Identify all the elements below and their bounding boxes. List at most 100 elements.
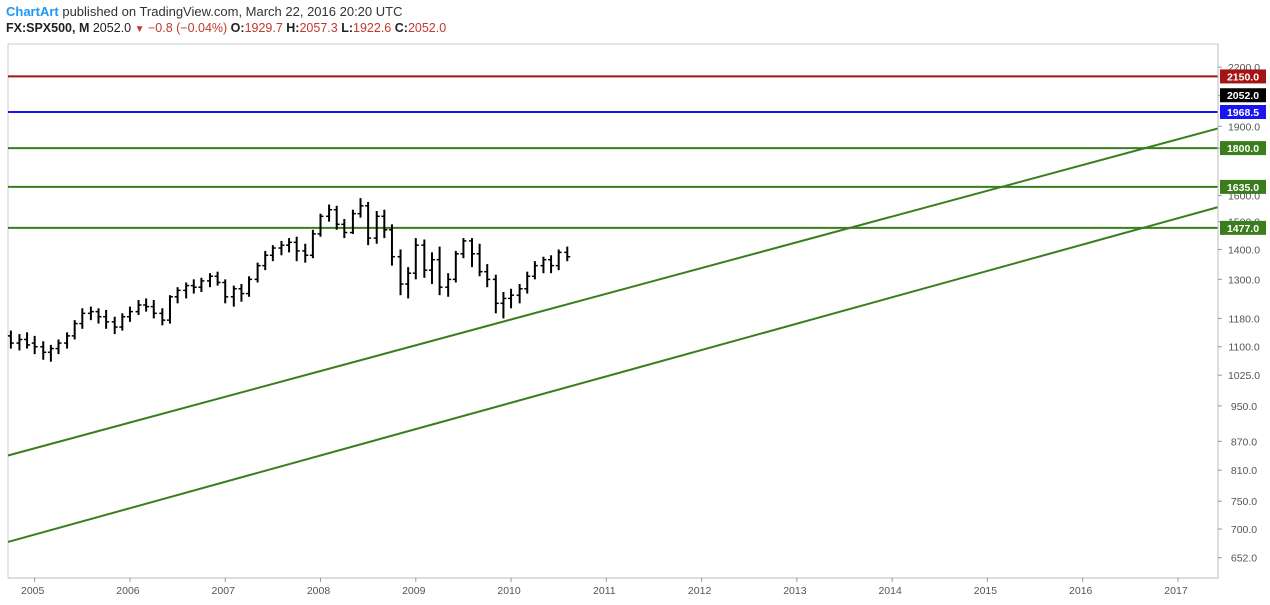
ohlc-bar (214, 271, 221, 286)
ohlc-bar (531, 261, 538, 280)
ohlc-bar (412, 238, 419, 280)
brand-link[interactable]: ChartArt (6, 4, 59, 19)
trendline-1[interactable] (7, 127, 1219, 457)
down-triangle-icon: ▼ (134, 24, 145, 35)
x-tick-label: 2010 (497, 585, 521, 597)
ohlc-bar (508, 288, 515, 309)
ohlc-legend: FX:SPX500, M 2052.0 ▼ −0.8 (−0.04%) O:19… (6, 21, 446, 35)
ohlc-bar (135, 300, 142, 316)
close-label: C: (394, 21, 408, 35)
ohlc-bar (326, 204, 333, 222)
ohlc-bar (293, 236, 300, 262)
ohlc-bar (388, 224, 395, 266)
symbol-label[interactable]: FX:SPX500, M (6, 21, 90, 35)
ohlc-bar (341, 218, 348, 239)
x-tick-label: 2006 (116, 585, 140, 597)
ohlc-bar (365, 201, 372, 246)
ohlc-bar (373, 211, 380, 244)
ohlc-bar (302, 243, 309, 263)
y-tick-label: 870.0 (1231, 436, 1257, 448)
plot-area[interactable] (7, 43, 1219, 579)
y-tick-label: 750.0 (1231, 496, 1257, 508)
ohlc-bar (198, 277, 205, 292)
current-price-tag-text: 2052.0 (1227, 90, 1259, 102)
chart-header: ChartArt published on TradingView.com, M… (0, 0, 1270, 40)
price-tag-1477.0-box (1220, 220, 1266, 235)
ohlc-bar (397, 249, 404, 296)
ohlc-bar (333, 205, 340, 230)
published-text: published on TradingView.com, March 22, … (58, 4, 403, 19)
ohlc-bar (87, 306, 94, 321)
ohlc-bar (174, 287, 181, 304)
ohlc-bar (262, 250, 269, 271)
ohlc-bar (309, 229, 316, 259)
ohlc-bar (468, 238, 475, 268)
price-tag-1968.5-box (1220, 105, 1266, 120)
high-value: 2057.3 (299, 21, 338, 35)
ohlc-bar (381, 209, 388, 239)
ohlc-bar (555, 249, 562, 271)
price-tag-1968.5: 1968.5 (1220, 105, 1266, 120)
price-tag-1800.0-box (1220, 141, 1266, 156)
ohlc-bar (119, 313, 126, 331)
ohlc-bar (246, 276, 253, 297)
ohlc-bar (564, 246, 571, 262)
ohlc-bar (405, 267, 412, 299)
y-tick-label: 1100.0 (1228, 342, 1259, 354)
ohlc-bar (524, 271, 531, 294)
ohlc-bar (421, 239, 428, 278)
ohlc-bar (183, 282, 190, 299)
y-tick-label: 950.0 (1231, 401, 1257, 413)
ohlc-bar (548, 255, 555, 274)
ohlc-bar (484, 264, 491, 288)
last-price: 2052.0 (92, 21, 132, 35)
price-tag-1477.0-text: 1477.0 (1227, 223, 1259, 235)
open-label: O: (230, 21, 245, 35)
y-tick-label: 1900.0 (1228, 121, 1260, 133)
ohlc-bar (55, 339, 62, 355)
y-tick-label: 810.0 (1231, 465, 1257, 477)
close-value: 2052.0 (407, 21, 447, 35)
y-tick-label: 1400.0 (1228, 244, 1260, 256)
x-tick-label: 2009 (402, 585, 426, 597)
price-tag-1635.0-box (1220, 179, 1266, 194)
open-value: 1929.7 (244, 21, 283, 35)
ohlc-bar (269, 245, 276, 262)
price-tag-1968.5-text: 1968.5 (1227, 107, 1259, 119)
price-tag-1800.0-text: 1800.0 (1227, 143, 1259, 155)
ohlc-bar (238, 284, 245, 302)
ohlc-bar (64, 332, 71, 349)
current-price-tag-box (1220, 88, 1266, 103)
ohlc-bar (126, 306, 133, 322)
low-label: L: (341, 21, 354, 35)
price-tag-1477.0: 1477.0 (1220, 220, 1266, 235)
ohlc-bar (166, 295, 173, 324)
ohlc-bar (190, 279, 197, 294)
high-label: H: (286, 21, 300, 35)
low-value: 1922.6 (353, 21, 392, 35)
current-price-tag: 2052.0 (1220, 88, 1266, 103)
horizontal-lines (8, 75, 1218, 229)
price-tag-2150.0-text: 2150.0 (1227, 71, 1259, 83)
ohlc-bar (16, 334, 23, 351)
time-axis[interactable]: 2005 2006 2007 2008 2009 2010 2011 2012 2013 2014… (8, 577, 1218, 597)
y-tick-label: 700.0 (1231, 524, 1257, 536)
price-axis[interactable]: 652.0 700.0 750.0 810.0 870.0 950.0 1025.0 1100… (1217, 44, 1260, 578)
ohlc-bar (254, 262, 261, 283)
price-tag-1800.0: 1800.0 (1220, 141, 1266, 156)
x-tick-label: 2012 (688, 585, 712, 597)
ohlc-bar (500, 291, 507, 319)
ohlc-bar (79, 308, 86, 329)
trendlines (7, 127, 1219, 543)
ohlc-bar (492, 274, 499, 314)
ohlc-bar (349, 209, 356, 234)
ohlc-bar (71, 320, 78, 340)
ohlc-bar (286, 238, 293, 253)
ohlc-bar (317, 213, 324, 237)
x-tick-label: 2016 (1069, 585, 1093, 597)
ohlc-bar (159, 308, 166, 326)
ohlc-bar (445, 273, 452, 297)
trendline-2[interactable] (7, 206, 1219, 543)
y-tick-label: 1300.0 (1228, 274, 1260, 286)
